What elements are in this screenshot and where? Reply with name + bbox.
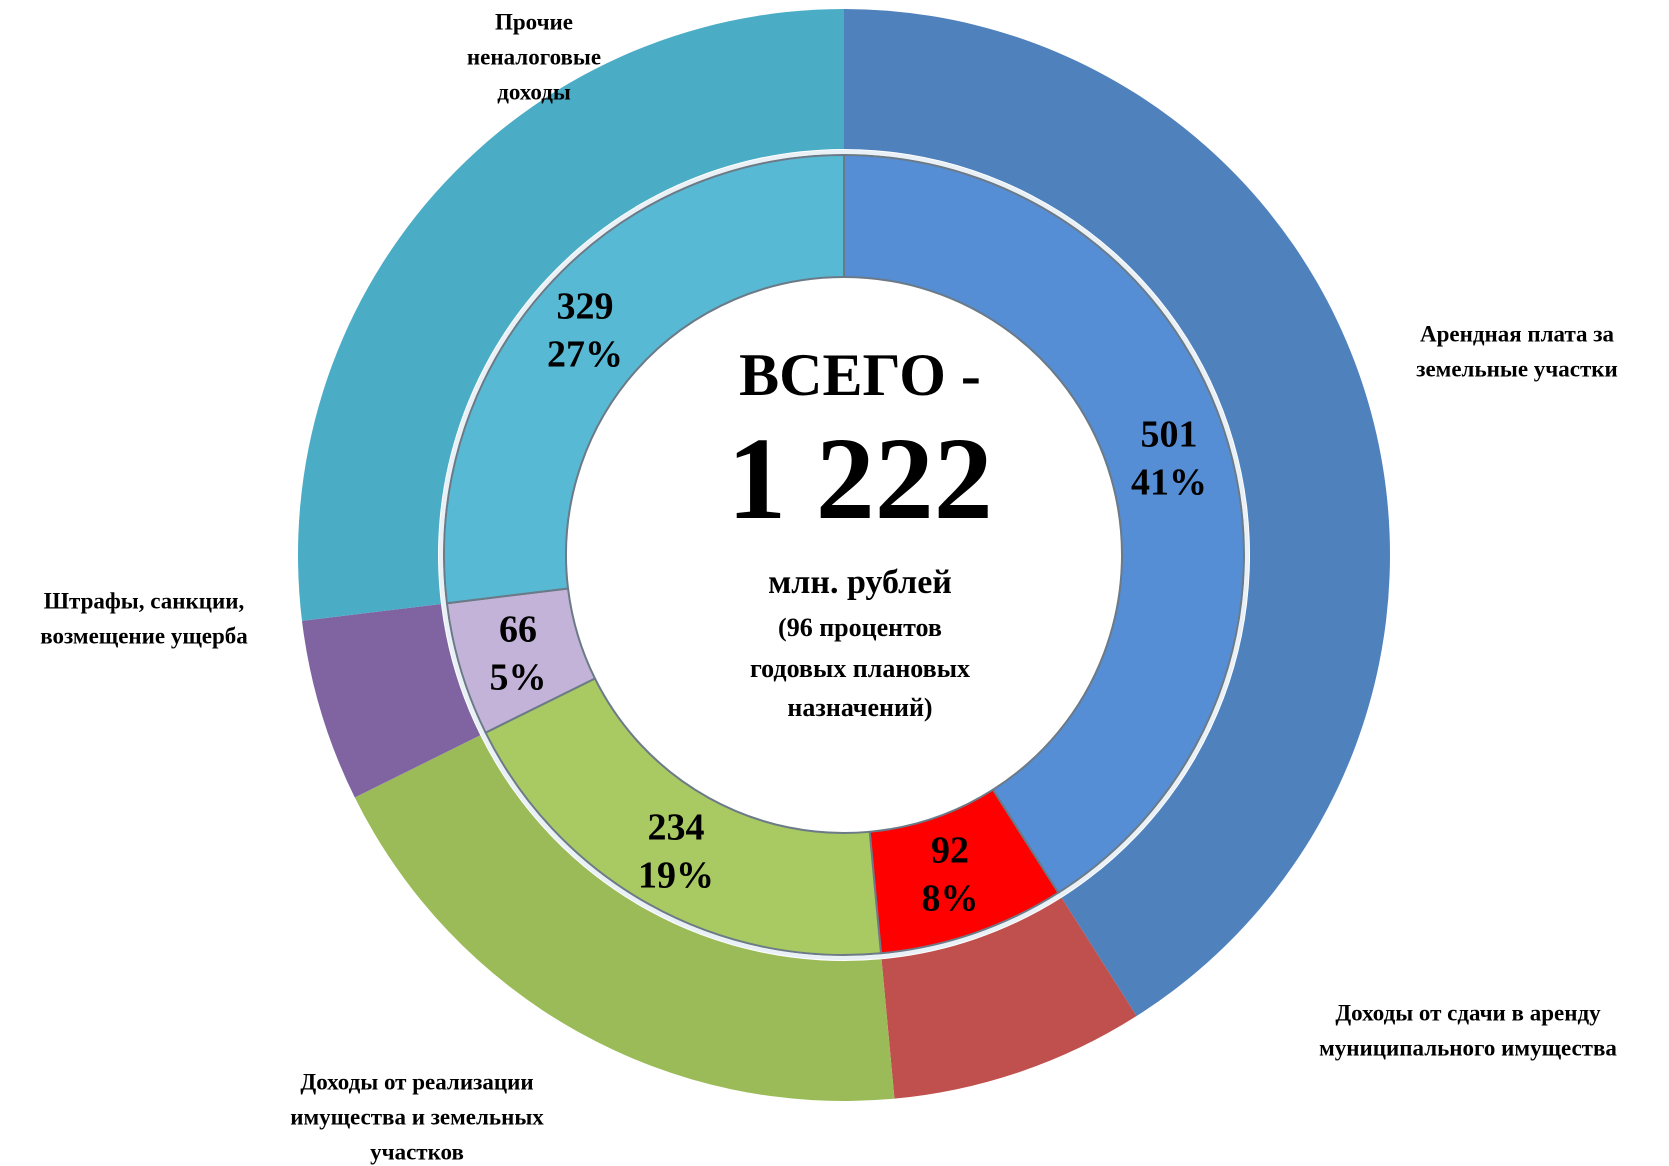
outer-segment [354,735,895,1101]
center-text: годовых плановых [750,654,970,683]
center-text: назначений) [787,693,932,722]
outer-segment [881,897,1137,1099]
inner-segment [443,153,845,605]
percent-label: 8% [922,878,979,920]
value-label: 92 [931,830,969,872]
center-text: (96 процентов [778,613,942,642]
value-label: 501 [1141,414,1198,456]
category-label: муниципального имущества [1319,1035,1617,1060]
center-text: 1 222 [727,413,993,544]
value-label: 66 [499,609,537,651]
inner-segment [843,153,1245,895]
category-label: доходы [497,79,571,104]
percent-label: 27% [547,334,623,376]
category-label: имущества и земельных [290,1104,544,1129]
center-text: млн. рублей [768,564,952,601]
percent-label: 5% [490,657,547,699]
category-label: Арендная плата за [1420,321,1615,346]
category-label: Прочие [495,9,573,34]
ring-edge [439,150,1249,960]
category-label: Доходы от сдачи в аренду [1335,1000,1601,1025]
outer-segment [301,603,481,798]
outer-segment [297,9,844,621]
category-label: возмещение ущерба [40,623,248,648]
category-label: неналоговые [467,44,601,69]
value-label: 329 [557,286,614,328]
center-text: ВСЕГО - [739,342,981,408]
percent-label: 19% [638,855,714,897]
category-label: земельные участки [1416,356,1618,381]
category-label: Штрафы, санкции, [44,588,245,613]
value-label: 234 [648,807,705,849]
percent-label: 41% [1131,462,1207,504]
outer-segment [844,9,1391,1016]
category-label: участков [370,1139,464,1164]
category-label: Доходы от реализации [300,1069,533,1094]
